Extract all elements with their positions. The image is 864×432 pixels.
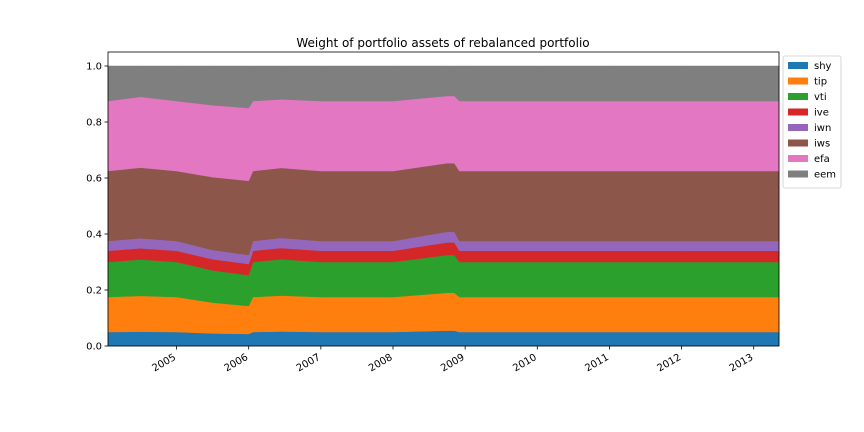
- x-tick-label: 2012: [656, 352, 684, 374]
- legend-label-tip: tip: [814, 77, 827, 88]
- legend-swatch-eem: [788, 170, 808, 178]
- legend-label-shy: shy: [814, 61, 832, 72]
- legend-label-iwn: iwn: [814, 123, 831, 134]
- legend: shy tip vti ive iwn iws efa eem: [782, 55, 842, 189]
- legend-swatch-vti: [788, 93, 808, 100]
- legend-box: [782, 55, 842, 189]
- legend-swatch-iws: [788, 139, 808, 147]
- legend-swatch-efa: [788, 155, 808, 162]
- x-tick-label: 2005: [150, 352, 178, 374]
- x-tick-label: 2007: [295, 352, 323, 374]
- legend-label-efa: efa: [814, 154, 830, 165]
- legend-label-ive: ive: [814, 108, 829, 119]
- legend-label-iws: iws: [814, 139, 830, 150]
- x-tick-label: 2006: [223, 352, 251, 374]
- axes-frame: [107, 51, 780, 347]
- x-tick-label: 2013: [728, 352, 756, 374]
- legend-label-vti: vti: [814, 92, 827, 103]
- y-tick-label: 0.8: [86, 118, 102, 129]
- y-tick-label: 0.0: [86, 342, 102, 353]
- x-tick-label: 2010: [511, 352, 539, 374]
- y-tick-label: 0.2: [86, 286, 102, 297]
- legend-swatch-ive: [788, 108, 808, 116]
- y-tick-label: 1.0: [86, 62, 102, 73]
- x-tick-label: 2009: [439, 352, 467, 374]
- legend-swatch-tip: [788, 77, 808, 85]
- chart-title: Weight of portfolio assets of rebalanced…: [296, 36, 589, 50]
- y-tick-label: 0.6: [86, 174, 102, 185]
- y-tick-label: 0.4: [86, 230, 102, 241]
- plot-area: [107, 65, 780, 347]
- legend-swatch-iwn: [788, 124, 808, 131]
- legend-swatch-shy: [788, 62, 808, 69]
- x-tick-label: 2008: [367, 352, 395, 374]
- legend-label-eem: eem: [814, 170, 836, 181]
- x-tick-label: 2011: [583, 352, 611, 374]
